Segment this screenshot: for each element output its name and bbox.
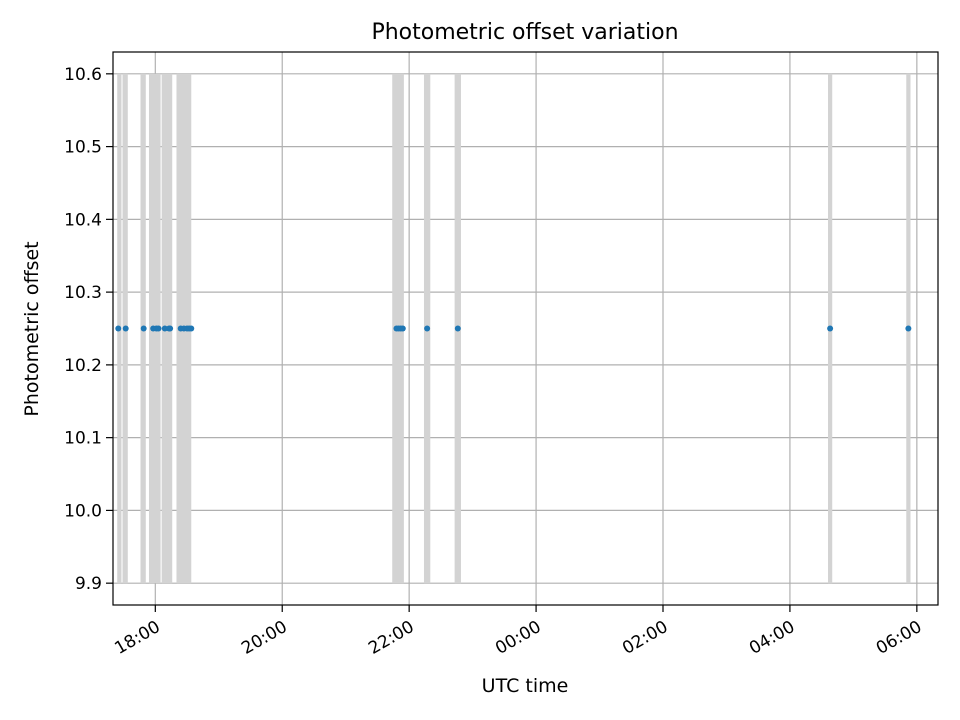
x-tick-label: 22:00 (365, 617, 417, 659)
data-point (155, 325, 162, 332)
x-tick-label: 04:00 (746, 617, 798, 659)
y-tick-label: 10.6 (64, 65, 102, 85)
y-tick-label: 10.5 (64, 138, 102, 158)
data-point (454, 325, 461, 332)
data-point (188, 325, 195, 332)
data-point (167, 325, 174, 332)
x-tick-label: 02:00 (619, 617, 671, 659)
x-axis-label: UTC time (482, 675, 569, 697)
y-axis-label: Photometric offset (21, 241, 43, 416)
data-point (424, 325, 431, 332)
x-tick-label: 00:00 (492, 617, 544, 659)
chart-title: Photometric offset variation (371, 20, 678, 45)
x-axis-ticks: 18:00 20:00 22:00 00:00 02:00 04:00 06:00 (111, 605, 925, 659)
data-point (122, 325, 129, 332)
y-tick-label: 10.1 (64, 429, 102, 449)
data-point (905, 325, 912, 332)
interval-bands (117, 73, 911, 584)
y-tick-label: 9.9 (75, 574, 102, 594)
x-tick-label: 20:00 (238, 617, 290, 659)
grid (113, 52, 938, 605)
data-point (115, 325, 122, 332)
x-tick-label: 18:00 (111, 617, 163, 659)
y-axis-ticks: 9.9 10.0 10.1 10.2 10.3 10.4 10.5 10.6 (64, 65, 113, 594)
plot-frame (112, 51, 939, 606)
y-tick-label: 10.3 (64, 283, 102, 303)
data-points (115, 325, 912, 332)
data-point (399, 325, 406, 332)
data-point (827, 325, 834, 332)
data-point (161, 325, 168, 332)
y-tick-label: 10.2 (64, 356, 102, 376)
x-tick-label: 06:00 (873, 617, 925, 659)
y-tick-label: 10.4 (64, 210, 102, 230)
y-tick-label: 10.0 (64, 501, 102, 521)
data-point (140, 325, 147, 332)
